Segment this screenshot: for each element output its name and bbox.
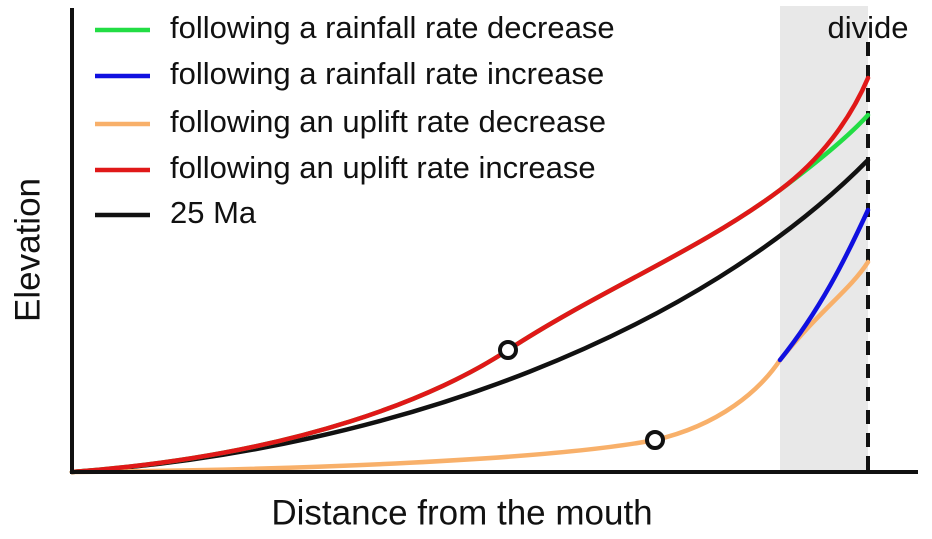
knickpoint [498,340,518,360]
legend-label: following a rainfall rate decrease [170,10,615,45]
y-axis-label: Elevation [8,178,47,322]
legend-label: following an uplift rate decrease [170,104,606,139]
curve-uplift-decrease [69,259,871,475]
divide-label: divide [828,10,909,45]
legend-label: 25 Ma [170,195,257,230]
legend-label: following an uplift rate increase [170,150,596,185]
x-axis-label: Distance from the mouth [271,493,652,532]
knickpoint [645,430,665,450]
legend: following a rainfall rate decrease follow… [95,10,615,230]
curve-uplift-increase [69,75,871,475]
curve-rainfall-increase [777,207,871,363]
legend-label: following a rainfall rate increase [170,56,604,91]
